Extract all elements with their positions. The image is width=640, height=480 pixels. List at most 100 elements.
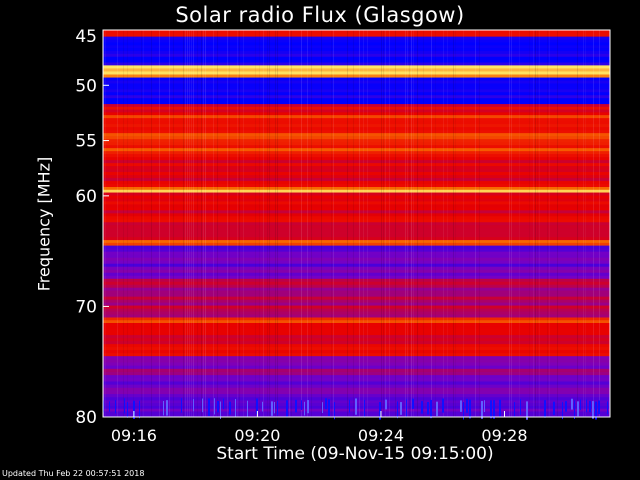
time-streak (509, 30, 510, 417)
frequency-band-1 (103, 42, 610, 46)
frequency-band-14 (103, 362, 610, 367)
frequency-band-6 (103, 163, 610, 167)
speckle (202, 398, 203, 413)
frequency-band-8 (103, 228, 610, 232)
time-streak (321, 30, 322, 417)
speckle (271, 401, 273, 416)
speckle (127, 401, 128, 418)
time-streak (191, 30, 192, 417)
time-streak (407, 30, 408, 417)
frequency-band-11 (103, 302, 610, 307)
time-streak (577, 30, 578, 417)
time-streak (127, 30, 128, 417)
speckle (274, 402, 275, 414)
time-streak (413, 30, 414, 417)
speckle (553, 401, 555, 415)
speckle (589, 400, 591, 413)
time-streak (301, 30, 302, 417)
frequency-band-3 (103, 101, 610, 105)
speckle (295, 399, 297, 413)
x-tick-label: 09:16 (111, 426, 157, 445)
frequency-band-6 (103, 178, 610, 182)
frequency-band-13 (103, 326, 610, 330)
time-streak (547, 30, 548, 417)
time-streak (599, 30, 600, 417)
frequency-band-6 (103, 166, 610, 170)
frequency-band-6 (103, 160, 610, 164)
time-streak (395, 30, 396, 417)
time-streak (143, 30, 144, 417)
speckle (514, 402, 515, 418)
time-streaks (103, 30, 600, 417)
frequency-band-8 (103, 207, 610, 211)
time-streak (367, 30, 368, 417)
frequency-band-6 (103, 181, 610, 185)
speckle (193, 399, 194, 412)
time-streak (183, 30, 184, 417)
x-tick-label: 09:20 (234, 426, 280, 445)
frequency-band-13 (103, 353, 610, 357)
speckle (586, 399, 587, 413)
frequency-band-13 (103, 350, 610, 354)
speckle (115, 400, 116, 414)
time-streak (189, 30, 190, 417)
frequency-band-11 (103, 293, 610, 298)
time-streak (423, 30, 424, 417)
frequency-band-11 (103, 308, 610, 313)
frequency-band-5 (103, 115, 610, 119)
time-streak (237, 30, 238, 417)
speckle (499, 399, 501, 417)
frequency-band-2 (103, 74, 610, 79)
frequency-band-9 (103, 242, 610, 247)
time-streak (151, 30, 152, 417)
frequency-band-6 (103, 175, 610, 179)
speckle (247, 400, 248, 417)
frequency-band-3 (103, 92, 610, 96)
speckle (334, 402, 335, 420)
frequency-band-1 (103, 51, 610, 55)
speckle (385, 399, 387, 410)
y-tick-label: 80 (75, 408, 97, 428)
frequency-band-14 (103, 368, 610, 373)
speckle (427, 402, 429, 415)
frequency-band-5 (103, 124, 610, 128)
time-streak (389, 30, 390, 417)
speckle (286, 400, 288, 418)
time-streak (533, 30, 534, 417)
time-streak (331, 30, 332, 417)
frequency-band-5 (103, 154, 610, 158)
speckle (574, 400, 575, 419)
frequency-band-5 (103, 136, 610, 140)
time-streak (405, 30, 406, 417)
speckle (562, 402, 563, 420)
time-streak (359, 30, 360, 417)
frequency-band-8 (103, 237, 610, 241)
frequency-band-10 (103, 257, 610, 262)
time-streak (205, 30, 206, 417)
time-streak (347, 30, 348, 417)
frequency-band-1 (103, 59, 610, 63)
time-streak (409, 30, 410, 417)
frequency-band-3 (103, 95, 610, 99)
speckle (520, 399, 521, 415)
speckle (208, 398, 210, 416)
time-streak (123, 30, 124, 417)
speckle (139, 400, 140, 419)
time-streak (275, 30, 276, 417)
time-streak (277, 30, 278, 417)
speckle (442, 398, 444, 413)
time-streak (417, 30, 418, 417)
time-streak (363, 30, 364, 417)
speckle (235, 399, 236, 418)
frequency-band-13 (103, 347, 610, 351)
frequency-band-8 (103, 195, 610, 199)
time-streak (463, 30, 464, 417)
speckle (364, 399, 365, 418)
speckle (256, 398, 258, 415)
frequency-band-13 (103, 341, 610, 345)
speckle (214, 398, 215, 415)
speckle (325, 398, 327, 410)
frequency-band-15 (103, 387, 610, 392)
frequency-band-14 (103, 359, 610, 363)
frequency-band-12 (103, 320, 610, 324)
